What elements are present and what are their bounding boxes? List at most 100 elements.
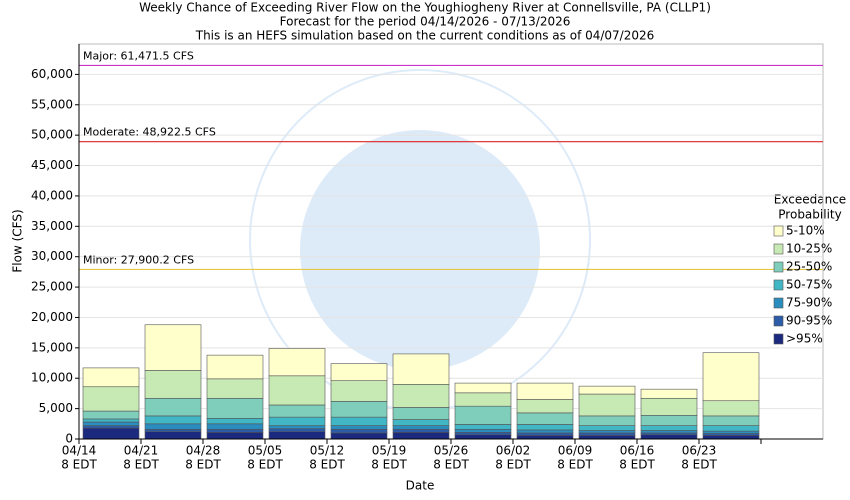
legend-swatch [773,243,784,255]
bar-segment [268,404,326,418]
bar-segment [454,405,512,425]
legend-swatch [773,225,784,237]
x-tick-label: 06/02 [496,444,531,458]
threshold-label: Moderate: 48,922.5 CFS [83,126,216,139]
bar-segment [206,428,264,433]
bar-segment [516,382,574,400]
bar-segment [268,416,326,426]
bar-segment [702,430,760,434]
x-tick-sublabel: 8 EDT [371,458,407,472]
bar-segment [144,370,202,399]
x-tick-label: 05/12 [310,444,345,458]
legend-swatch [773,297,784,309]
bar-segment [578,393,636,417]
bar-segment [702,435,760,440]
bar-segment [330,416,388,426]
bar-segment [516,412,574,425]
bar-segment [206,418,264,425]
bar-segment [454,382,512,394]
bar-segment [144,415,202,425]
legend-swatch [773,333,784,345]
legend-label: 75-90% [786,296,832,310]
x-tick-sublabel: 8 EDT [185,458,221,472]
y-tick-label: 45,000 [31,158,73,172]
bar-segment [640,397,698,416]
bar-segment [702,415,760,426]
bar-segment [516,399,574,414]
bar-segment [578,385,636,395]
bar-segment [640,434,698,440]
y-tick-label: 10,000 [31,371,73,385]
bar-segment [144,428,202,433]
x-tick-label: 05/19 [372,444,407,458]
legend-label: 5-10% [786,224,825,238]
bar-segment [640,388,698,399]
x-tick-label: 05/26 [434,444,469,458]
bar-segment [702,400,760,417]
bar-segment [330,428,388,434]
x-tick-label: 06/09 [558,444,593,458]
x-tick-sublabel: 8 EDT [681,458,717,472]
bar-segment [82,427,140,440]
bar-segment [392,419,450,426]
bar-segment [702,425,760,432]
bar-segment [206,397,264,419]
bar-segment [268,425,326,429]
threshold-label: Major: 61,471.5 CFS [83,49,194,62]
bar-segment [516,432,574,436]
x-tick-sublabel: 8 EDT [433,458,469,472]
bar-segment [82,410,140,420]
bar-segment [82,367,140,388]
legend-label: 10-25% [786,242,832,256]
y-tick-label: 55,000 [31,97,73,111]
legend-label: 50-75% [786,278,832,292]
y-tick-label: 30,000 [31,249,73,263]
bar-segment [82,386,140,412]
x-tick-sublabel: 8 EDT [123,458,159,472]
bar-segment [640,430,698,434]
bar-segment [454,424,512,430]
bar-segment [144,423,202,430]
x-tick-sublabel: 8 EDT [557,458,593,472]
x-tick-label: 04/14 [62,444,97,458]
legend-label: >95% [786,332,823,346]
x-tick-sublabel: 8 EDT [619,458,655,472]
bar-segment [392,407,450,420]
legend-title: Probability [778,208,841,222]
bar-segment [640,425,698,431]
y-tick-label: 35,000 [31,219,73,233]
bar-segment [330,363,388,381]
x-tick-label: 05/05 [248,444,283,458]
x-tick-sublabel: 8 EDT [495,458,531,472]
x-tick-label: 04/21 [124,444,159,458]
bar-segment [144,324,202,371]
bar-segment [578,415,636,426]
bar-segment [516,435,574,440]
y-tick-label: 20,000 [31,310,73,324]
y-tick-label: 50,000 [31,128,73,142]
bar-segment [702,352,760,402]
x-tick-label: 04/28 [186,444,221,458]
chart-title: Weekly Chance of Exceeding River Flow on… [139,1,711,15]
y-axis-label: Flow (CFS) [11,209,25,272]
bar-segment [516,429,574,434]
threshold-label: Minor: 27,900.2 CFS [83,253,194,266]
y-tick-label: 25,000 [31,280,73,294]
legend-label: 90-95% [786,314,832,328]
bar-segment [640,414,698,426]
legend-title: Exceedance [774,193,846,207]
x-axis-label: Date [406,479,435,493]
y-tick-label: 0 [65,432,73,446]
x-tick-label: 06/16 [620,444,655,458]
y-tick-label: 15,000 [31,340,73,354]
bar-segment [330,432,388,440]
bar-segment [516,424,574,431]
bar-segment [454,392,512,407]
bar-segment [330,380,388,402]
y-tick-label: 60,000 [31,67,73,81]
bar-segment [392,432,450,440]
x-tick-sublabel: 8 EDT [61,458,97,472]
bar-segment [144,431,202,440]
x-tick-sublabel: 8 EDT [247,458,283,472]
bar-segment [578,430,636,434]
